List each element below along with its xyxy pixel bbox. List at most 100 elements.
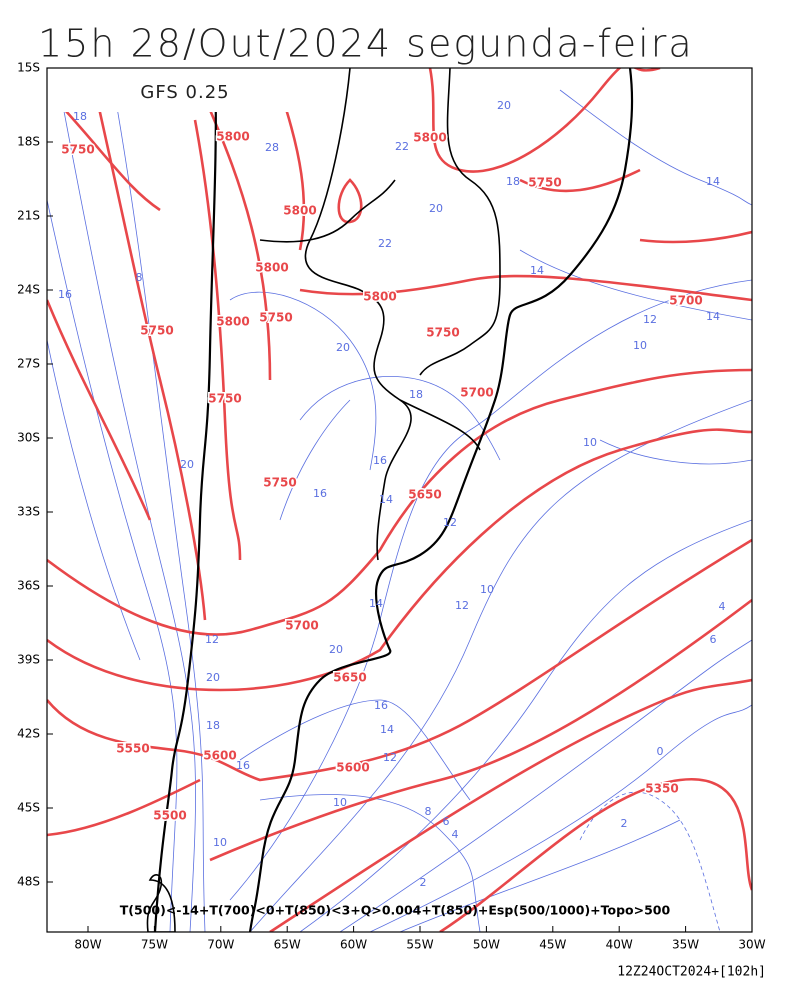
- thickness-label: 28: [265, 141, 279, 154]
- lon-label: 70W: [207, 938, 234, 952]
- lon-label: 55W: [406, 938, 433, 952]
- thickness-label: 4: [719, 600, 726, 613]
- height-label: 5800: [255, 261, 288, 275]
- thickness-lines: [47, 68, 752, 932]
- thickness-label: 18: [506, 175, 520, 188]
- lon-label: 40W: [606, 938, 633, 952]
- thickness-label: 20: [329, 643, 343, 656]
- thickness-label: 14: [380, 723, 394, 736]
- lon-label: 50W: [473, 938, 500, 952]
- thickness-label: 10: [213, 836, 227, 849]
- thickness-label: 10: [583, 436, 597, 449]
- thickness-label: 0: [657, 745, 664, 758]
- thickness-label: 10: [333, 796, 347, 809]
- thickness-label: 22: [395, 140, 409, 153]
- thickness-label: 14: [530, 264, 544, 277]
- height-label: 5750: [140, 324, 173, 338]
- thickness-label: 20: [180, 458, 194, 471]
- thickness-label: 6: [710, 633, 717, 646]
- height-label: 5350: [645, 782, 678, 796]
- lat-label: 36S: [17, 579, 40, 593]
- thickness-label: 20: [336, 341, 350, 354]
- lon-label: 60W: [340, 938, 367, 952]
- thickness-label: 8: [425, 805, 432, 818]
- thickness-label: 14: [706, 175, 720, 188]
- thickness-label: 14: [369, 597, 383, 610]
- thickness-label: 8: [136, 271, 143, 284]
- thickness-label: 14: [379, 493, 393, 506]
- height-label: 5750: [528, 176, 561, 190]
- thickness-label: 16: [313, 487, 327, 500]
- lat-label: 27S: [17, 357, 40, 371]
- lon-label: 80W: [74, 938, 101, 952]
- height-label: 5800: [216, 315, 249, 329]
- model-label: GFS 0.25: [140, 82, 229, 103]
- thickness-label: 10: [633, 339, 647, 352]
- height-label: 5700: [285, 619, 318, 633]
- lon-label: 35W: [672, 938, 699, 952]
- contours: [47, 68, 752, 932]
- model-box: [47, 68, 325, 112]
- thickness-label: 10: [480, 583, 494, 596]
- coastline: [146, 68, 634, 932]
- thickness-label: 12: [205, 633, 219, 646]
- thickness-label: 22: [378, 237, 392, 250]
- height-lines: [47, 68, 752, 932]
- thickness-label: 16: [58, 288, 72, 301]
- lat-label: 21S: [17, 209, 40, 223]
- thickness-label: 12: [443, 516, 457, 529]
- thickness-label: 2: [621, 817, 628, 830]
- thickness-label: 18: [73, 110, 87, 123]
- thickness-label: 16: [374, 699, 388, 712]
- height-label: 5750: [259, 311, 292, 325]
- height-label: 5800: [216, 130, 249, 144]
- height-label: 5550: [116, 742, 149, 756]
- lat-label: 33S: [17, 505, 40, 519]
- map-title: 15h 28/Out/2024 segunda-feira: [38, 22, 694, 66]
- thickness-label: 12: [455, 599, 469, 612]
- height-label: 5750: [208, 392, 241, 406]
- height-label: 5650: [408, 488, 441, 502]
- lon-label: 45W: [539, 938, 566, 952]
- lat-label: 48S: [17, 875, 40, 889]
- lat-label: 39S: [17, 653, 40, 667]
- thickness-label: 4: [452, 828, 459, 841]
- thickness-label: 18: [206, 719, 220, 732]
- thickness-label: 12: [383, 751, 397, 764]
- height-label: 5750: [263, 476, 296, 490]
- lat-label: 42S: [17, 727, 40, 741]
- height-label: 5750: [61, 143, 94, 157]
- height-label: 5600: [203, 749, 236, 763]
- lat-label: 24S: [17, 283, 40, 297]
- lon-label: 75W: [141, 938, 168, 952]
- height-label: 5700: [669, 294, 702, 308]
- height-label: 5700: [460, 386, 493, 400]
- thickness-label: 20: [206, 671, 220, 684]
- height-label: 5600: [336, 761, 369, 775]
- thickness-label: 2: [420, 876, 427, 889]
- thickness-label: 16: [236, 759, 250, 772]
- lat-label: 15S: [17, 61, 40, 75]
- thickness-label: 18: [409, 388, 423, 401]
- height-label: 5750: [426, 326, 459, 340]
- lon-label: 65W: [274, 938, 301, 952]
- thickness-label: 14: [706, 310, 720, 323]
- legend-formula: T(500)<-14+T(700)<0+T(850)<3+Q>0.004+T(8…: [120, 903, 671, 918]
- height-label: 5650: [333, 671, 366, 685]
- height-label: 5800: [283, 204, 316, 218]
- map-frame: [46, 67, 753, 933]
- thickness-label: 20: [429, 202, 443, 215]
- height-label: 5500: [153, 809, 186, 823]
- thickness-label: 20: [497, 99, 511, 112]
- lon-label: 30W: [738, 938, 765, 952]
- thickness-label: 6: [443, 815, 450, 828]
- height-label: 5800: [363, 290, 396, 304]
- lat-label: 45S: [17, 801, 40, 815]
- height-label: 5800: [413, 131, 446, 145]
- thickness-label: 16: [373, 454, 387, 467]
- thickness-label: 12: [643, 313, 657, 326]
- lat-label: 30S: [17, 431, 40, 445]
- run-label: 12Z24OCT2024+[102h]: [617, 965, 766, 980]
- lat-label: 18S: [17, 135, 40, 149]
